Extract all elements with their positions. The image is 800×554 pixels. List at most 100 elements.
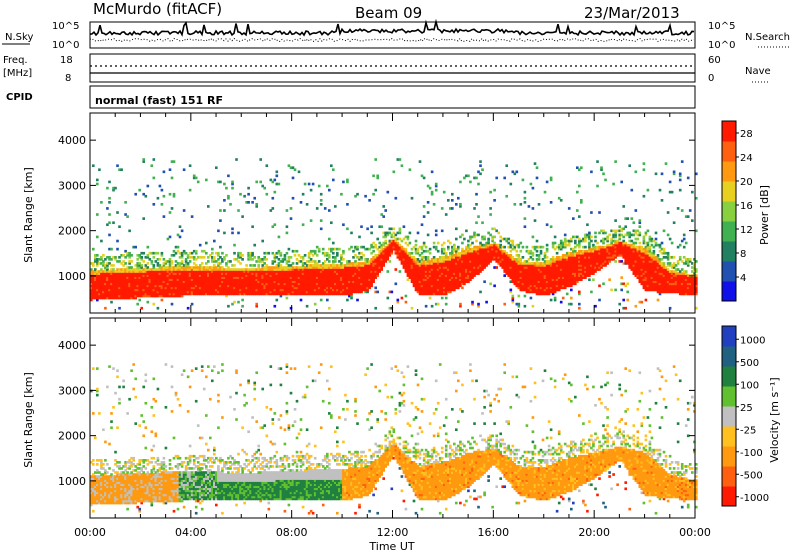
scatter-cell bbox=[146, 278, 150, 282]
scatter-cell bbox=[557, 260, 561, 263]
scatter-cell bbox=[146, 282, 150, 286]
scatter-cell bbox=[624, 233, 628, 237]
scatter-cell bbox=[307, 254, 311, 257]
scatter-cell bbox=[459, 266, 462, 269]
scatter-cell bbox=[491, 254, 494, 257]
scatter-cell bbox=[594, 270, 597, 273]
scatter-cell bbox=[424, 268, 428, 271]
scatter-cell bbox=[557, 270, 561, 273]
scatter-cell bbox=[622, 227, 626, 231]
scatter-cell bbox=[323, 268, 327, 271]
scatter-cell bbox=[126, 292, 129, 296]
scatter-cell bbox=[261, 276, 265, 279]
scatter-cell bbox=[519, 266, 523, 269]
scatter-cell bbox=[307, 290, 311, 294]
scatter-cell bbox=[414, 278, 418, 282]
scatter-cell bbox=[525, 245, 529, 249]
scatter-cell bbox=[255, 260, 259, 263]
scatter-cell bbox=[317, 184, 321, 188]
scatter-cell bbox=[319, 272, 323, 275]
scatter-cell bbox=[273, 280, 277, 284]
scatter-cell bbox=[451, 264, 454, 267]
scatter-cell bbox=[211, 290, 214, 294]
scatter-cell bbox=[307, 182, 311, 186]
scatter-cell bbox=[231, 270, 234, 273]
scatter-cell bbox=[348, 262, 351, 265]
scatter-cell bbox=[156, 264, 160, 267]
scatter-cell bbox=[604, 254, 607, 257]
scatter-cell bbox=[624, 225, 628, 229]
scatter-cell bbox=[434, 290, 438, 294]
scatter-cell bbox=[128, 254, 131, 257]
scatter-cell bbox=[178, 272, 182, 275]
scatter-cell bbox=[543, 272, 547, 275]
scatter-cell bbox=[207, 288, 210, 292]
scatter-cell bbox=[382, 256, 386, 259]
scatter-cell bbox=[126, 215, 129, 218]
scatter-cell bbox=[271, 180, 275, 184]
scatter-cell bbox=[442, 247, 446, 251]
scatter-cell bbox=[382, 247, 386, 251]
scatter-cell bbox=[277, 270, 281, 273]
scatter-cell bbox=[436, 270, 440, 273]
scatter-cell bbox=[485, 241, 488, 245]
scatter-cell bbox=[138, 256, 142, 259]
scatter-cell bbox=[499, 256, 503, 259]
scatter-cell bbox=[90, 290, 93, 294]
scatter-cell bbox=[162, 294, 166, 298]
scatter-cell bbox=[455, 274, 458, 277]
scatter-cell bbox=[406, 256, 410, 259]
scatter-cell bbox=[509, 245, 513, 249]
scatter-cell bbox=[319, 219, 323, 222]
scatter-cell bbox=[221, 268, 224, 271]
scatter-cell bbox=[618, 245, 622, 249]
scatter-cell bbox=[182, 282, 186, 286]
scatter-cell bbox=[535, 166, 539, 170]
scatter-cell bbox=[309, 270, 313, 273]
scatter-cell bbox=[354, 288, 357, 292]
scatter-cell bbox=[543, 256, 547, 259]
scatter-cell bbox=[211, 247, 214, 251]
scatter-cell bbox=[557, 247, 561, 251]
scatter-cell bbox=[390, 306, 394, 310]
scatter-cell bbox=[535, 284, 539, 288]
scatter-cell bbox=[434, 282, 438, 286]
scatter-cell bbox=[620, 227, 624, 231]
scatter-cell bbox=[491, 249, 494, 253]
scatter-cell bbox=[176, 266, 180, 269]
scatter-cell bbox=[505, 260, 509, 263]
scatter-cell bbox=[578, 266, 581, 269]
scatter-cell bbox=[277, 288, 281, 292]
scatter-cell bbox=[196, 256, 200, 259]
scatter-cell bbox=[112, 272, 115, 275]
scatter-cell bbox=[586, 268, 589, 271]
scatter-cell bbox=[447, 260, 450, 263]
scatter-cell bbox=[404, 300, 408, 304]
scatter-cell bbox=[326, 278, 329, 282]
scatter-cell bbox=[380, 245, 384, 249]
scatter-cell bbox=[614, 256, 617, 259]
scatter-cell bbox=[160, 276, 164, 279]
scatter-cell bbox=[94, 288, 97, 292]
scatter-cell bbox=[110, 292, 113, 296]
scatter-cell bbox=[136, 274, 140, 277]
scatter-cell bbox=[291, 278, 295, 282]
scatter-cell bbox=[140, 284, 144, 288]
scatter-cell bbox=[215, 276, 218, 279]
scatter-cell bbox=[475, 239, 478, 243]
scatter-cell bbox=[525, 286, 529, 290]
scatter-cell bbox=[511, 276, 515, 279]
scatter-cell bbox=[545, 260, 549, 263]
scatter-cell bbox=[541, 276, 545, 279]
scatter-cell bbox=[350, 288, 353, 292]
scatter-cell bbox=[323, 266, 327, 269]
scatter-cell bbox=[354, 274, 357, 277]
scatter-cell bbox=[527, 274, 531, 277]
scatter-cell bbox=[574, 268, 577, 271]
scatter-cell bbox=[436, 284, 440, 288]
scatter-cell bbox=[624, 249, 628, 253]
scatter-cell bbox=[584, 235, 587, 239]
scatter-cell bbox=[319, 288, 323, 292]
scatter-cell bbox=[338, 260, 341, 263]
scatter-cell bbox=[166, 284, 170, 288]
